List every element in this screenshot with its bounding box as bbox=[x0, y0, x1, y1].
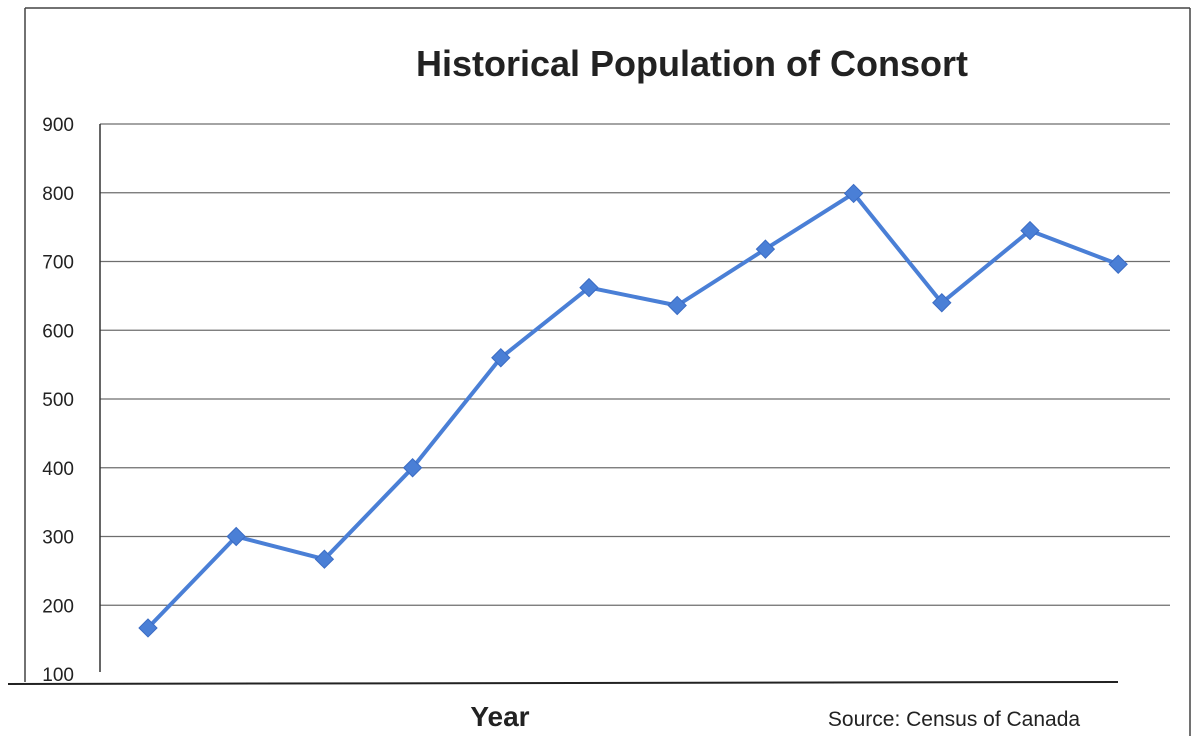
data-point bbox=[579, 277, 599, 298]
y-tick-label: 600 bbox=[42, 321, 74, 342]
y-tick-label: 100 bbox=[42, 665, 74, 686]
data-point bbox=[402, 458, 423, 478]
y-tick-label: 700 bbox=[42, 253, 74, 274]
data-point bbox=[226, 526, 246, 547]
y-tick-label: 800 bbox=[42, 184, 74, 205]
data-point bbox=[755, 239, 776, 259]
data-point bbox=[1020, 220, 1040, 241]
source-note: Source: Census of Canada bbox=[828, 708, 1080, 731]
data-points bbox=[138, 183, 1128, 638]
data-point bbox=[667, 295, 687, 316]
data-point bbox=[491, 348, 511, 368]
data-point bbox=[843, 183, 864, 204]
data-point bbox=[314, 549, 335, 569]
y-tick-label: 400 bbox=[42, 459, 74, 480]
series-line bbox=[146, 191, 1119, 630]
data-point bbox=[932, 293, 952, 313]
y-tick-label: 500 bbox=[42, 390, 74, 411]
y-tick-label: 900 bbox=[42, 115, 74, 136]
gridlines bbox=[100, 123, 1170, 606]
y-tick-label: 300 bbox=[42, 528, 74, 549]
y-tick-label: 200 bbox=[42, 596, 74, 617]
y-tick-labels: 100 200 300 400 500 600 700 800 900 bbox=[42, 115, 74, 686]
chart-title: Historical Population of Consort bbox=[416, 43, 968, 84]
data-point bbox=[1108, 254, 1128, 274]
x-axis bbox=[7, 681, 1119, 685]
data-point bbox=[138, 618, 158, 638]
x-axis-label: Year bbox=[470, 701, 529, 732]
